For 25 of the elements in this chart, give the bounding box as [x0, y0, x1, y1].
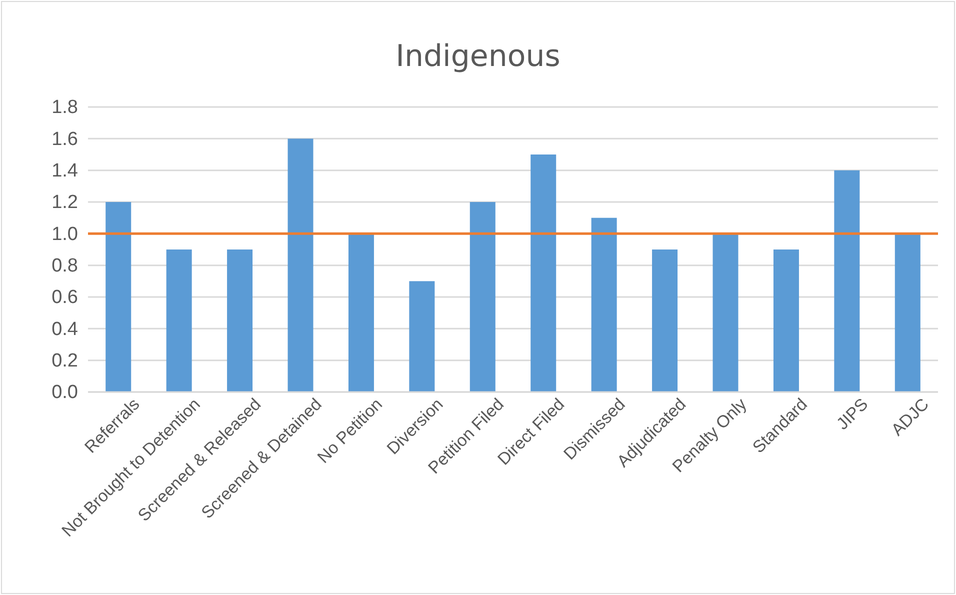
y-tick-label: 1.6 — [52, 128, 78, 150]
y-tick-label: 0.8 — [52, 255, 78, 276]
y-tick-label: 1.4 — [52, 160, 78, 182]
y-tick-label: 0.6 — [52, 287, 78, 308]
bar — [834, 170, 860, 392]
y-tick-label: 0.4 — [52, 318, 78, 340]
bar — [166, 250, 192, 392]
bar — [409, 281, 435, 392]
bar — [227, 250, 253, 392]
y-tick-label: 1.2 — [52, 192, 78, 214]
y-tick-label: 0.2 — [52, 350, 78, 372]
bar — [470, 202, 496, 392]
chart-title: Indigenous — [396, 39, 560, 74]
bar — [773, 250, 799, 392]
y-tick-label: 1.0 — [52, 224, 78, 245]
y-tick-label: 0.0 — [52, 382, 78, 404]
bar — [348, 234, 374, 392]
bar — [652, 250, 678, 392]
y-tick-label: 1.8 — [52, 97, 78, 118]
bar — [530, 154, 556, 392]
bar — [894, 234, 920, 392]
bar — [288, 138, 314, 392]
bar — [591, 218, 617, 392]
bar — [106, 202, 132, 392]
bar — [712, 234, 738, 392]
